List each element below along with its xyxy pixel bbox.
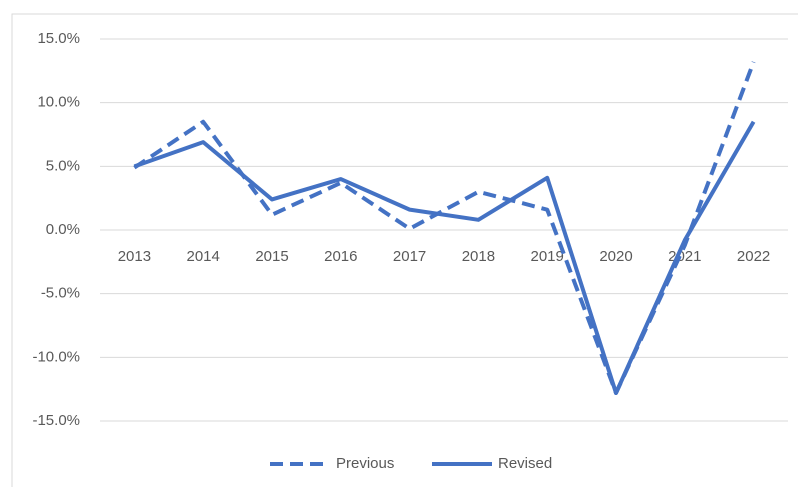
y-tick-label: 5.0%: [46, 157, 80, 174]
y-tick-label: 0.0%: [46, 221, 80, 238]
x-tick-label: 2018: [462, 248, 495, 265]
legend-label: Revised: [498, 455, 552, 472]
x-tick-label: 2013: [118, 248, 151, 265]
x-tick-label: 2020: [599, 248, 632, 265]
x-tick-label: 2022: [737, 248, 770, 265]
x-tick-label: 2017: [393, 248, 426, 265]
x-tick-label: 2016: [324, 248, 357, 265]
x-tick-label: 2015: [255, 248, 288, 265]
legend-label: Previous: [336, 455, 394, 472]
x-tick-label: 2019: [531, 248, 564, 265]
chart-frame: [11, 13, 798, 487]
line-series: [133, 120, 756, 395]
y-tick-label: 10.0%: [37, 94, 80, 111]
x-tick-label: 2014: [187, 248, 220, 265]
y-tick-label: -10.0%: [32, 348, 80, 365]
y-tick-label: -15.0%: [32, 412, 80, 429]
y-tick-label: 15.0%: [37, 30, 80, 47]
y-tick-label: -5.0%: [41, 285, 80, 302]
